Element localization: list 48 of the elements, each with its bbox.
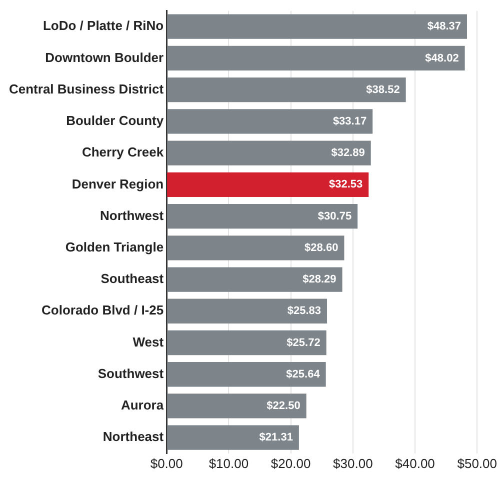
y-tick-label: Central Business District (8, 81, 164, 96)
x-tick-label: $0.00 (150, 456, 183, 471)
bar (167, 236, 344, 260)
bar (167, 109, 373, 134)
y-tick-label: Denver Region (72, 176, 164, 192)
data-label: $21.31 (259, 432, 293, 444)
y-tick-label: Northeast (102, 429, 164, 444)
data-label: $28.60 (304, 242, 338, 254)
y-tick-label: Cherry Creek (82, 144, 164, 160)
x-tick-label: $10.00 (208, 456, 249, 471)
y-tick-label: Southeast (100, 271, 164, 286)
y-tick-label: Golden Triangle (65, 239, 164, 254)
data-label: $30.75 (318, 210, 352, 222)
x-tick-label: $50.00 (457, 456, 497, 471)
y-tick-label: LoDo / Platte / RiNo (42, 18, 164, 34)
y-tick-label: Boulder County (66, 113, 164, 128)
y-tick-label: Southwest (98, 366, 164, 381)
data-label: $32.53 (328, 178, 363, 191)
bar (167, 394, 306, 418)
data-label: $25.72 (286, 336, 320, 349)
bar (167, 46, 465, 71)
bar (167, 267, 342, 292)
data-label: $48.37 (427, 20, 461, 33)
data-label: $25.83 (287, 305, 322, 318)
y-tick-label: Aurora (120, 398, 164, 413)
bar (167, 78, 406, 102)
y-tick-label: Colorado Blvd / I-25 (42, 302, 164, 318)
bar (167, 14, 467, 39)
data-label: $22.50 (266, 400, 300, 412)
y-tick-label: Downtown Boulder (45, 50, 164, 65)
bar (167, 362, 326, 387)
bar (167, 140, 371, 166)
bar (167, 298, 328, 324)
y-tick-label: Northwest (100, 208, 164, 223)
x-tick-label: $40.00 (395, 456, 435, 471)
bar (167, 425, 299, 450)
bar (167, 204, 358, 229)
data-label: $48.02 (425, 52, 459, 64)
data-label: $28.29 (302, 274, 336, 286)
data-label: $32.89 (331, 147, 365, 160)
data-label: $38.52 (366, 84, 400, 96)
x-tick-label: $20.00 (270, 456, 311, 471)
data-label: $33.17 (332, 115, 367, 128)
y-tick-label: West (132, 334, 164, 350)
bar (167, 172, 369, 198)
bar (167, 330, 326, 356)
data-label: $25.64 (286, 368, 321, 380)
x-tick-label: $30.00 (333, 456, 373, 471)
